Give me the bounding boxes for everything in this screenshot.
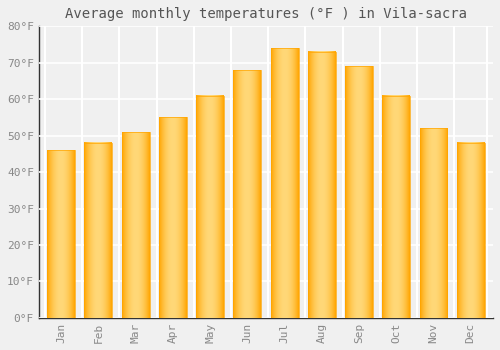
Bar <box>308 52 336 318</box>
Bar <box>122 132 150 318</box>
Bar <box>420 128 448 318</box>
Bar <box>196 96 224 318</box>
Bar <box>382 96 410 318</box>
Bar <box>47 150 75 318</box>
Bar <box>159 117 187 318</box>
Bar <box>457 143 484 318</box>
Bar <box>84 143 112 318</box>
Bar <box>270 48 298 318</box>
Bar <box>345 66 373 318</box>
Bar <box>234 70 262 318</box>
Title: Average monthly temperatures (°F ) in Vila-sacra: Average monthly temperatures (°F ) in Vi… <box>65 7 467 21</box>
